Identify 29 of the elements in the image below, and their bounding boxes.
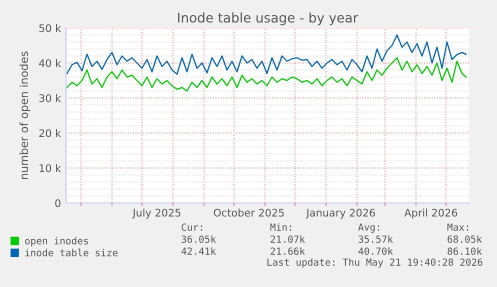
- legend-label: open inodes: [25, 236, 88, 246]
- text: 86.10k: [448, 247, 482, 255]
- x-tick-label: October 2025: [214, 208, 284, 217]
- text: 21.66k: [270, 247, 305, 255]
- x-tick-label: April 2026: [404, 208, 458, 219]
- y-tick-label: 30 k: [39, 94, 62, 102]
- legend-label: inode table size: [25, 248, 118, 256]
- text: Last update: Thu May 21 19:40:28 2026: [267, 258, 482, 268]
- chart-title: Inode table usage - by year: [178, 12, 358, 26]
- y-tick-label: 20 k: [39, 129, 62, 138]
- text: 42.41k: [181, 247, 216, 255]
- text: 40.70k: [358, 247, 393, 255]
- text: Avg:: [358, 224, 380, 233]
- text: 35.57k: [358, 235, 393, 243]
- text: Min:: [270, 223, 292, 231]
- y-tick-label: 0: [55, 199, 60, 208]
- y-tick-label: 40 k: [39, 59, 62, 68]
- y-axis-title: number of open inodes: [19, 52, 30, 179]
- y-tick-label: 50 k: [39, 24, 62, 32]
- line-series: [66, 34, 467, 75]
- text: Max:: [447, 224, 468, 231]
- text: 36.05k: [182, 235, 216, 243]
- y-tick-label: 10 k: [40, 164, 62, 172]
- line-series: [66, 57, 467, 92]
- text: 21.07k: [270, 235, 305, 243]
- x-tick-label: January 2026: [306, 208, 375, 219]
- x-tick-label: July 2025: [132, 208, 180, 219]
- text: Cur:: [182, 223, 202, 231]
- text: 68.05k: [448, 235, 482, 243]
